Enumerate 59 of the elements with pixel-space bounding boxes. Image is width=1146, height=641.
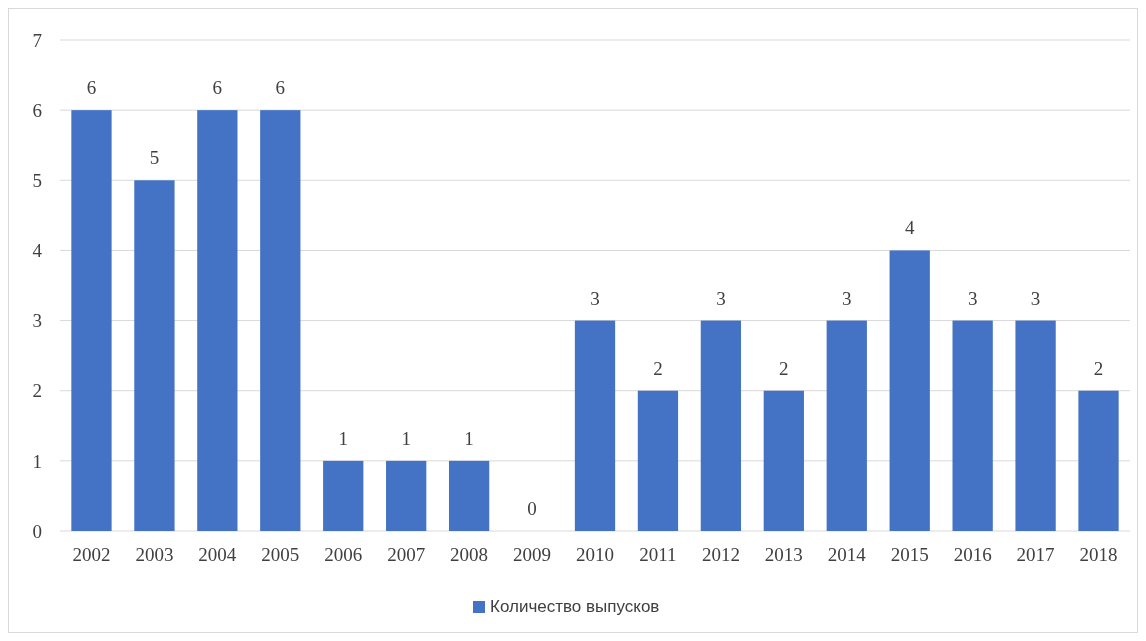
y-tick-label: 7 <box>32 29 42 51</box>
x-tick-label: 2010 <box>576 544 614 565</box>
bar <box>323 460 364 531</box>
y-tick-label: 5 <box>32 169 42 191</box>
bar <box>386 460 427 531</box>
data-label: 1 <box>464 427 474 449</box>
x-tick-label: 2002 <box>72 544 111 565</box>
data-label: 3 <box>967 287 978 309</box>
data-label: 3 <box>590 287 600 309</box>
bar <box>260 110 301 531</box>
x-tick-label: 2009 <box>513 544 552 565</box>
x-tick-label: 2006 <box>324 544 363 565</box>
bar <box>637 390 679 531</box>
data-label: 3 <box>716 287 726 309</box>
bar <box>134 180 175 531</box>
x-tick-label: 2017 <box>1016 544 1055 565</box>
bar <box>71 110 112 531</box>
data-label: 6 <box>86 77 97 99</box>
data-label: 6 <box>212 77 223 99</box>
bar <box>889 250 930 531</box>
x-tick-label: 2018 <box>1079 544 1118 565</box>
x-tick-label: 2004 <box>198 544 237 565</box>
bar <box>448 460 490 531</box>
data-label: 5 <box>149 147 160 169</box>
x-tick-label: 2003 <box>135 544 174 565</box>
y-tick-label: 6 <box>32 99 42 121</box>
bar <box>1015 320 1056 531</box>
bar <box>1078 390 1119 531</box>
x-tick-label: 2008 <box>450 544 489 565</box>
y-tick-label: 1 <box>32 450 42 472</box>
bar <box>763 390 804 531</box>
x-tick-label: 2011 <box>639 544 677 565</box>
legend-label: Количество выпусков <box>490 597 660 616</box>
x-tick-label: 2013 <box>764 544 803 565</box>
x-tick-label: 2007 <box>387 544 426 565</box>
data-label: 3 <box>1030 287 1041 309</box>
bar <box>826 320 867 531</box>
x-tick-label: 2005 <box>261 544 300 565</box>
data-label: 2 <box>1093 357 1104 379</box>
y-tick-label: 3 <box>32 310 42 332</box>
bar <box>197 110 238 531</box>
y-tick-label: 2 <box>32 380 42 402</box>
x-tick-label: 2014 <box>827 544 867 565</box>
bar <box>952 320 993 531</box>
x-tick-label: 2015 <box>890 544 929 565</box>
x-tick-label: 2012 <box>701 544 740 565</box>
data-label: 4 <box>904 217 915 239</box>
data-label: 2 <box>779 357 789 379</box>
data-label: 1 <box>401 427 411 449</box>
data-label: 3 <box>842 287 852 309</box>
data-label: 0 <box>527 498 537 519</box>
bar <box>700 320 742 531</box>
data-label: 1 <box>338 427 348 449</box>
x-tick-label: 2016 <box>953 544 992 565</box>
y-tick-label: 4 <box>32 240 43 262</box>
data-label: 2 <box>653 357 663 379</box>
bar <box>574 320 616 531</box>
y-tick-label: 0 <box>32 520 42 542</box>
data-label: 6 <box>275 77 286 99</box>
